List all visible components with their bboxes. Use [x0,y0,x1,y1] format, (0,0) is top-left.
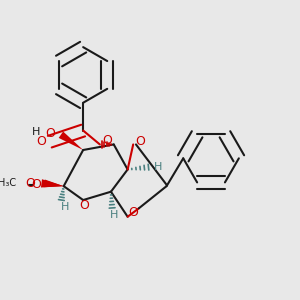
Text: O: O [135,135,145,148]
Polygon shape [44,179,64,187]
Polygon shape [41,179,64,188]
Text: H: H [61,202,69,212]
Text: H: H [32,127,40,137]
Polygon shape [59,131,83,150]
Text: H₃C: H₃C [0,178,16,188]
Text: O: O [37,135,46,148]
Text: H: H [110,210,118,220]
Text: O: O [102,134,112,147]
Text: O: O [128,206,138,219]
Text: O: O [45,127,55,140]
Text: H: H [154,162,162,172]
Text: O: O [31,178,41,191]
Text: O: O [26,177,35,190]
Text: O: O [80,199,89,212]
